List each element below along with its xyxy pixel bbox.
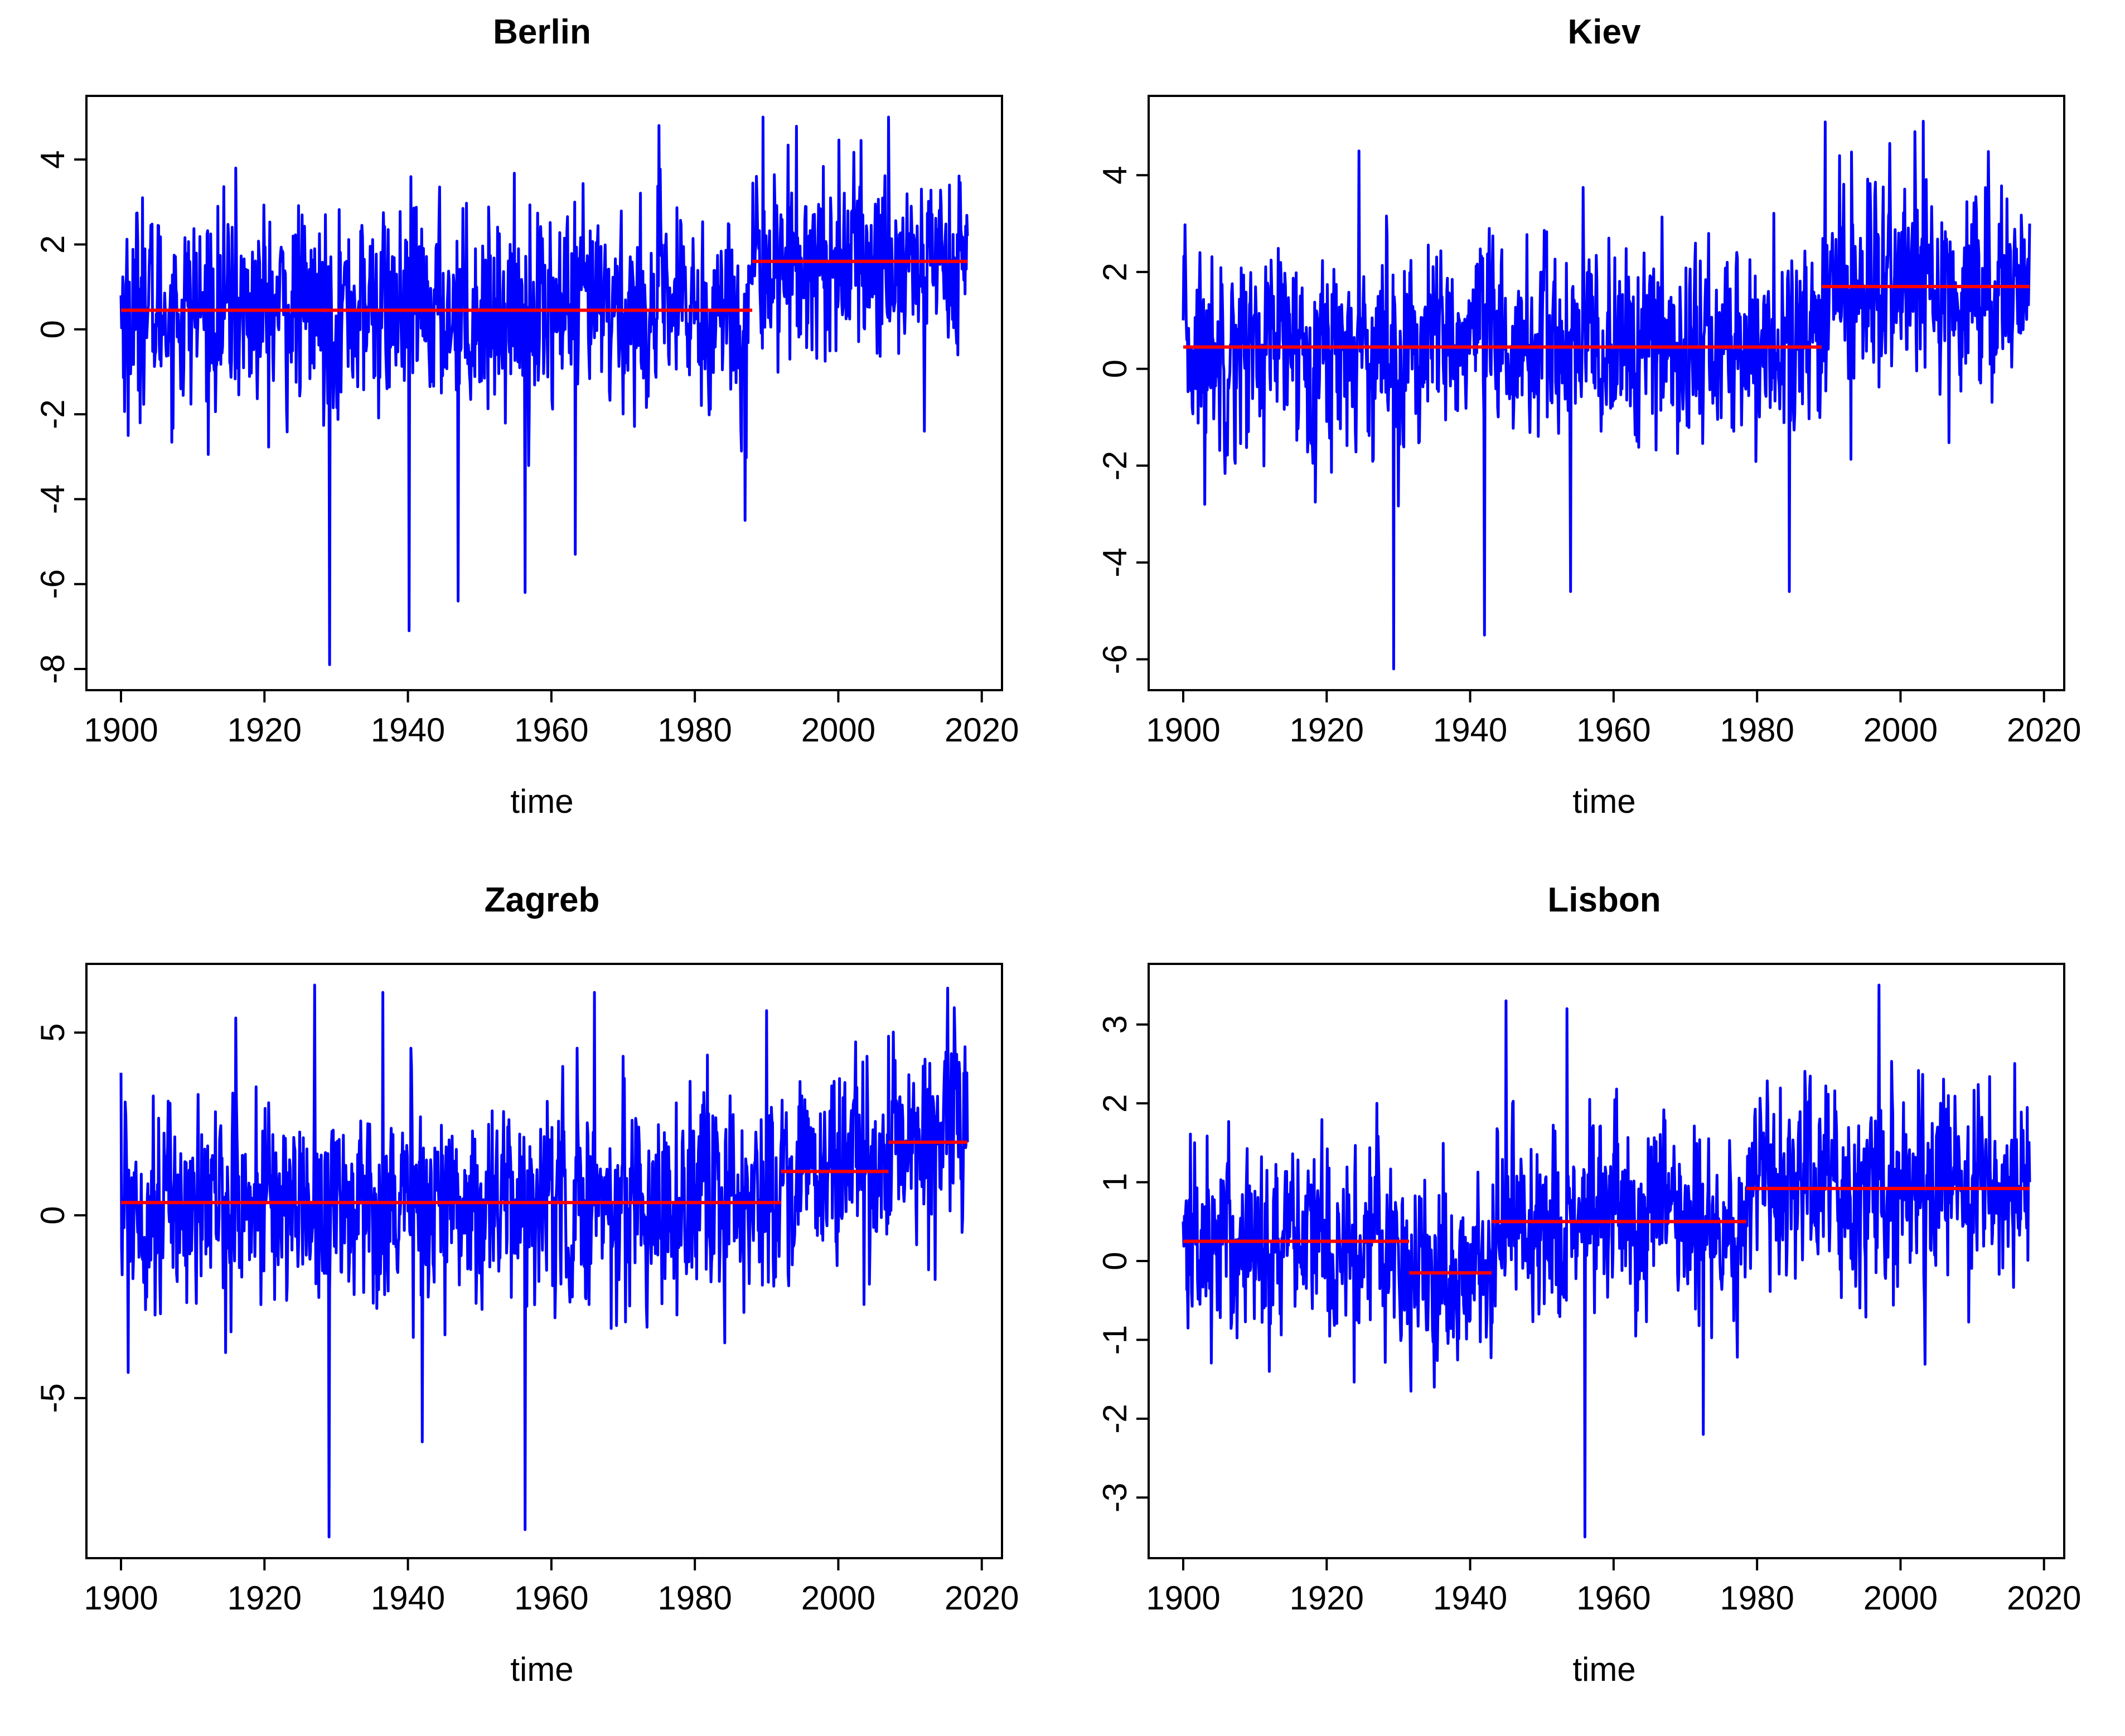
series-path xyxy=(1182,120,2031,671)
x-tick-label: 1920 xyxy=(227,711,302,749)
x-tick-label: 1980 xyxy=(657,1579,732,1617)
chart-lisbon: Lisbon -3 -2 -1 0 1 2 3 1900 1920 1940 1960 1980 20… xyxy=(1096,881,2081,1688)
x-axis-label: time xyxy=(510,1651,573,1688)
series-path xyxy=(1182,983,2031,1539)
x-axis: 1900 1920 1940 1960 1980 2000 2020 xyxy=(1146,689,2081,749)
segment-means xyxy=(121,1140,967,1205)
x-axis: 1900 1920 1940 1960 1980 2000 2020 xyxy=(1146,1557,2081,1617)
x-tick-label: 1940 xyxy=(1433,711,1507,749)
plot-frame xyxy=(85,963,1003,1559)
y-tick-label: 1 xyxy=(1096,1173,1134,1191)
y-tick-label: -6 xyxy=(34,569,71,599)
plot-frame xyxy=(1148,95,2065,691)
chart-title: Zagreb xyxy=(485,881,600,919)
x-tick-label: 1980 xyxy=(1720,1579,1794,1617)
y-tick-label: 2 xyxy=(1096,1094,1134,1112)
y-tick-label: 0 xyxy=(34,1206,71,1224)
chart-panel-kiev: Kiev -6 -4 -2 0 2 4 1900 1920 1940 1960 1980 2000 2… xyxy=(1062,0,2124,868)
x-tick-label: 2000 xyxy=(801,1579,875,1617)
segment-means xyxy=(1183,284,2030,349)
chart-title: Lisbon xyxy=(1547,881,1661,919)
x-axis-label: time xyxy=(1572,783,1635,820)
x-tick-label: 2020 xyxy=(2007,711,2081,749)
x-tick-label: 1940 xyxy=(371,711,445,749)
x-tick-label: 1980 xyxy=(1720,711,1794,749)
y-axis: -5 0 5 xyxy=(34,1024,88,1413)
y-tick-label: -3 xyxy=(1096,1483,1134,1512)
series-line xyxy=(119,115,969,666)
x-tick-label: 1960 xyxy=(514,711,588,749)
chart-kiev: Kiev -6 -4 -2 0 2 4 1900 1920 1940 1960 1980 2000 2… xyxy=(1096,13,2081,820)
chart-title: Berlin xyxy=(493,13,591,51)
series-path xyxy=(119,115,969,666)
y-tick-label: -6 xyxy=(1096,644,1134,674)
series-path xyxy=(119,983,969,1539)
y-axis: -3 -2 -1 0 1 2 3 xyxy=(1096,1015,1150,1512)
plot-frame xyxy=(1148,963,2065,1559)
y-tick-label: 3 xyxy=(1096,1015,1134,1034)
x-axis-label: time xyxy=(1572,1651,1635,1688)
chart-panel-lisbon: Lisbon -3 -2 -1 0 1 2 3 1900 1920 1940 1960 1980 20… xyxy=(1062,868,2124,1736)
y-tick-label: 2 xyxy=(34,235,71,254)
y-tick-label: 0 xyxy=(34,320,71,338)
chart-zagreb: Zagreb -5 0 5 1900 1920 1940 1960 1980 2000 2020… xyxy=(34,881,1019,1688)
chart-panel-berlin: Berlin -8 -6 -4 -2 0 2 4 1900 1920 1940 1960 1980 2… xyxy=(0,0,1062,868)
y-tick-label: 5 xyxy=(34,1024,71,1042)
x-tick-label: 2000 xyxy=(1863,1579,1938,1617)
chart-berlin: Berlin -8 -6 -4 -2 0 2 4 1900 1920 1940 1960 1980 2… xyxy=(34,13,1019,820)
y-tick-label: -2 xyxy=(1096,1404,1134,1433)
x-tick-label: 1960 xyxy=(514,1579,588,1617)
plot-frame xyxy=(85,95,1003,691)
x-tick-label: 2020 xyxy=(2007,1579,2081,1617)
y-tick-label: 0 xyxy=(1096,360,1134,378)
y-tick-label: -4 xyxy=(34,484,71,514)
y-tick-label: 2 xyxy=(1096,263,1134,281)
x-axis: 1900 1920 1940 1960 1980 2000 2020 xyxy=(84,1557,1019,1617)
chart-panel-zagreb: Zagreb -5 0 5 1900 1920 1940 1960 1980 2000 2020… xyxy=(0,868,1062,1736)
y-tick-label: -5 xyxy=(34,1383,71,1413)
x-axis: 1900 1920 1940 1960 1980 2000 2020 xyxy=(84,689,1019,749)
y-tick-label: -2 xyxy=(1096,451,1134,481)
y-tick-label: 0 xyxy=(1096,1252,1134,1270)
series-line xyxy=(119,983,969,1539)
y-tick-label: -1 xyxy=(1096,1325,1134,1355)
y-tick-label: 4 xyxy=(1096,166,1134,185)
y-tick-label: 4 xyxy=(34,150,71,168)
x-tick-label: 1980 xyxy=(657,711,732,749)
x-tick-label: 1960 xyxy=(1576,711,1650,749)
x-tick-label: 2020 xyxy=(945,711,1019,749)
x-tick-label: 1900 xyxy=(84,1579,158,1617)
x-tick-label: 1900 xyxy=(1146,1579,1220,1617)
x-tick-label: 1900 xyxy=(84,711,158,749)
y-tick-label: -2 xyxy=(34,399,71,429)
y-tick-label: -8 xyxy=(34,654,71,683)
x-tick-label: 1900 xyxy=(1146,711,1220,749)
series-line xyxy=(1182,983,2031,1539)
y-tick-label: -4 xyxy=(1096,547,1134,577)
x-tick-label: 1920 xyxy=(1290,1579,1364,1617)
segment-means xyxy=(121,259,967,312)
segment-means xyxy=(1183,1186,2030,1275)
x-tick-label: 1960 xyxy=(1576,1579,1650,1617)
x-tick-label: 2000 xyxy=(801,711,875,749)
x-tick-label: 2000 xyxy=(1863,711,1938,749)
x-axis-label: time xyxy=(510,783,573,820)
y-axis: -6 -4 -2 0 2 4 xyxy=(1096,166,1150,674)
y-axis: -8 -6 -4 -2 0 2 4 xyxy=(34,150,88,684)
x-tick-label: 1940 xyxy=(1433,1579,1507,1617)
series-line xyxy=(1182,120,2031,671)
x-tick-label: 1920 xyxy=(227,1579,302,1617)
x-tick-label: 2020 xyxy=(945,1579,1019,1617)
x-tick-label: 1920 xyxy=(1290,711,1364,749)
x-tick-label: 1940 xyxy=(371,1579,445,1617)
chart-title: Kiev xyxy=(1568,13,1641,51)
